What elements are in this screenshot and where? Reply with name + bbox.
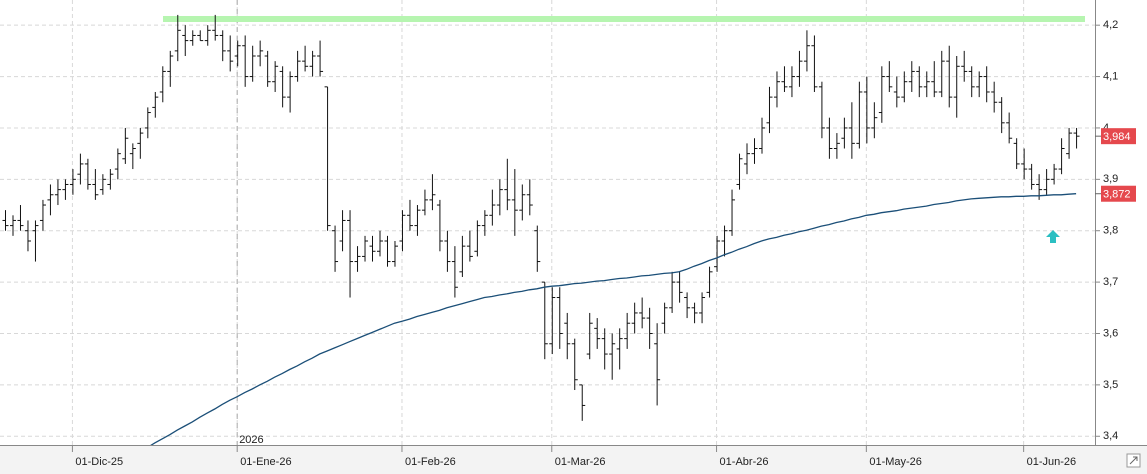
y-tick-label: 4,2 <box>1103 19 1118 31</box>
plot <box>2 14 1085 445</box>
moving-average <box>150 193 1077 445</box>
x-axis-strip <box>0 446 1147 474</box>
axes: 3,4 3,5 3,6 3,7 3,8 3,9 4 4,1 4,2 01-Dic-25 01-Ene… <box>71 19 1136 468</box>
price-tag-label: 3,872 <box>1103 189 1131 201</box>
y-tick-label: 3,8 <box>1103 225 1118 237</box>
x-tick-label: 01-Abr-26 <box>720 456 769 468</box>
y-tick-label: 3,9 <box>1103 173 1118 185</box>
price-tag-label: 3,984 <box>1103 131 1131 143</box>
x-tick-label: 01-Feb-26 <box>405 456 456 468</box>
x-tick-label: 01-Mar-26 <box>555 456 606 468</box>
corner-icon <box>1129 456 1138 465</box>
x-tick-label: 01-Dic-25 <box>75 456 123 468</box>
x-tick-label: 01-May-26 <box>869 456 922 468</box>
y-tick-label: 4 <box>1103 122 1109 134</box>
year-label: 2026 <box>239 434 263 446</box>
y-tick-label: 3,6 <box>1103 327 1118 339</box>
y-tick-label: 3,4 <box>1103 430 1118 442</box>
y-tick-label: 3,7 <box>1103 276 1118 288</box>
y-tick-label: 3,5 <box>1103 379 1118 391</box>
x-tick-label: 01-Ene-26 <box>240 456 291 468</box>
price-tag <box>1101 185 1136 202</box>
y-tick-label: 4,1 <box>1103 70 1118 82</box>
grid <box>0 0 1095 445</box>
signal-arrow <box>1046 230 1060 243</box>
x-tick-label: 01-Jun-26 <box>1027 456 1077 468</box>
price-tag <box>1101 128 1136 145</box>
